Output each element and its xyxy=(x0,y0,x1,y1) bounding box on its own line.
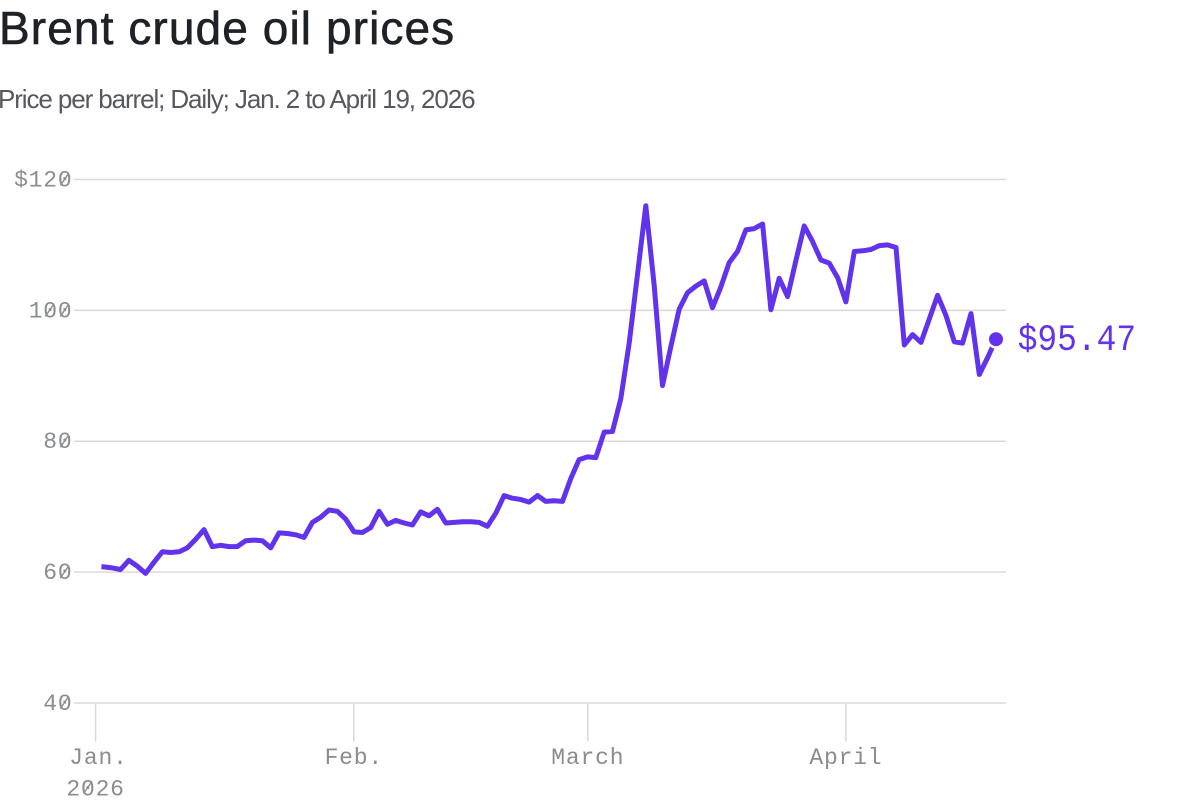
svg-text:40: 40 xyxy=(43,691,72,717)
svg-text:80: 80 xyxy=(43,429,72,455)
svg-text:$120: $120 xyxy=(14,168,72,194)
svg-text:60: 60 xyxy=(43,560,72,586)
svg-text:Feb.: Feb. xyxy=(325,745,383,771)
svg-text:March: March xyxy=(551,745,624,771)
svg-text:100: 100 xyxy=(29,298,73,324)
svg-text:2026: 2026 xyxy=(66,777,124,803)
svg-text:$95.47: $95.47 xyxy=(1018,320,1137,362)
svg-text:April: April xyxy=(809,745,882,771)
svg-text:Jan.: Jan. xyxy=(69,745,127,771)
